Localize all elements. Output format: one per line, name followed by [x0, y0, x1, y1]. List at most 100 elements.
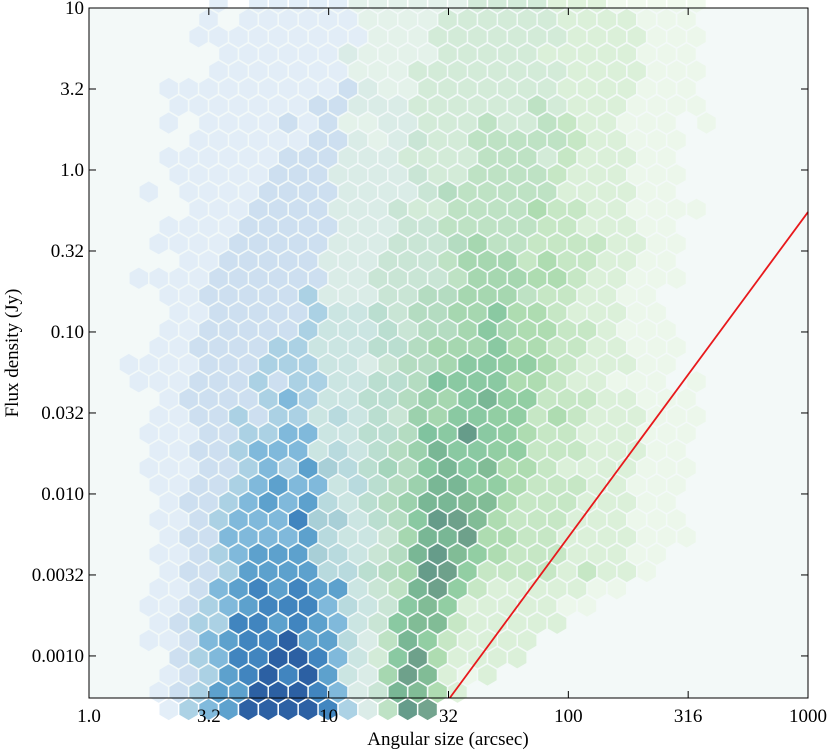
hexbin-cell	[667, 474, 686, 496]
hexbin-cell	[239, 77, 258, 100]
hexbin-cell	[438, 388, 457, 410]
hexbin-cell	[179, 146, 198, 169]
hexbin-cell	[279, 698, 298, 721]
hexbin-cell	[647, 440, 666, 462]
hexbin-cell	[627, 164, 646, 186]
hexbin-cell	[637, 146, 656, 169]
hexbin-cell	[468, 164, 487, 186]
hexbin-cell	[528, 267, 547, 289]
hexbin-cell	[239, 353, 258, 376]
hexbin-cell	[458, 491, 477, 514]
hexbin-cell	[269, 198, 288, 220]
hexbin-cell	[209, 336, 228, 358]
hexbin-cell	[388, 302, 407, 324]
hexbin-cell	[398, 77, 417, 100]
hexbin-cell	[547, 26, 567, 48]
hexbin-cell	[627, 474, 646, 496]
hexbin-cell	[318, 43, 338, 65]
hexbin-cell	[567, 509, 587, 531]
hexbin-cell	[448, 336, 467, 358]
hexbin-cell	[508, 509, 527, 531]
hexbin-cell	[398, 353, 417, 376]
hexbin-cell	[468, 509, 487, 531]
hexbin-cell	[518, 284, 537, 307]
hexbin-cell	[378, 388, 397, 410]
hexbin-cell	[298, 595, 318, 617]
hexbin-cell	[428, 612, 447, 634]
hexbin-cell	[438, 181, 457, 203]
hexbin-cell	[289, 26, 308, 48]
hexbin-cell	[627, 336, 646, 358]
hexbin-cell	[269, 578, 288, 600]
hexbin-cell	[567, 543, 587, 565]
hexbin-cell	[179, 526, 198, 548]
hexbin-cell	[398, 146, 417, 169]
hexbin-cell	[418, 560, 437, 583]
hexbin-cell	[478, 250, 497, 272]
hexbin-cell	[348, 612, 368, 634]
hexbin-cell	[408, 129, 427, 151]
hexbin-cell	[199, 388, 218, 410]
hexbin-cell	[637, 181, 656, 203]
hexbin-cell	[398, 698, 417, 721]
hexbin-cell	[408, 405, 427, 427]
hexbin-cell	[219, 250, 238, 272]
hexbin-cell	[189, 267, 208, 289]
hexbin-cell	[637, 43, 656, 65]
hexbin-cell	[448, 612, 467, 634]
hexbin-cell	[448, 129, 467, 151]
hexbin-cell	[159, 146, 178, 169]
hexbin-cell	[438, 250, 457, 272]
hexbin-cell	[398, 526, 417, 548]
hexbin-cell	[338, 388, 358, 410]
hexbin-cell	[279, 422, 298, 445]
hexbin-cell	[597, 491, 617, 514]
hexbin-cell	[627, 129, 646, 151]
hexbin-cell	[408, 647, 427, 669]
hexbin-cell	[478, 526, 497, 548]
hexbin-cell	[189, 164, 208, 186]
hexbin-cell	[259, 698, 278, 721]
hexbin-cell	[557, 457, 577, 479]
hexbin-cell	[229, 129, 248, 151]
hexbin-cell	[398, 595, 417, 617]
hexbin-cell	[139, 181, 158, 203]
hexbin-cell	[239, 664, 258, 686]
hexbin-cell	[597, 284, 617, 307]
hexbin-cell	[199, 595, 218, 617]
hexbin-cell	[318, 146, 338, 169]
hexbin-cell	[528, 95, 547, 117]
hexbin-cell	[368, 509, 387, 531]
hexbin-cell	[547, 371, 567, 393]
hexbin-cell	[468, 543, 487, 565]
hexbin-cell	[348, 405, 368, 427]
hexbin-cell	[189, 198, 208, 220]
hexbin-cell	[687, 60, 706, 82]
hexbin-cell	[229, 60, 248, 82]
hexbin-cell	[647, 336, 666, 358]
hexbin-cell	[169, 164, 188, 186]
hexbin-cell	[518, 319, 537, 341]
hexbin-cell	[508, 336, 527, 358]
hexbin-cell	[587, 164, 607, 186]
hexbin-cell	[617, 560, 636, 583]
hexbin-cell	[498, 215, 517, 238]
hexbin-cell	[587, 302, 607, 324]
hexbin-cell	[617, 77, 636, 100]
hexbin-cell	[617, 43, 636, 65]
hexbin-cell	[597, 43, 617, 65]
hexbin-cell	[378, 560, 397, 583]
hexbin-cell	[189, 129, 208, 151]
hexbin-cell	[418, 181, 437, 203]
hexbin-cell	[229, 474, 248, 496]
hexbin-cell	[508, 26, 527, 48]
hexbin-cell	[298, 388, 318, 410]
hexbin-cell	[219, 146, 238, 169]
hexbin-cell	[478, 319, 497, 341]
hexbin-cell	[209, 26, 228, 48]
hexbin-cell	[358, 629, 377, 652]
hexbin-cell	[348, 0, 368, 13]
hexbin-cell	[259, 181, 278, 203]
hexbin-cell	[567, 0, 587, 13]
